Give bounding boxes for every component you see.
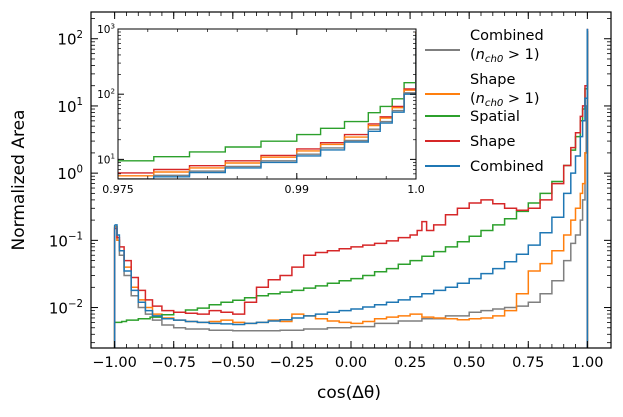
x-tick-label: −1.00 xyxy=(92,355,136,371)
x-tick-label: 0.50 xyxy=(453,355,485,371)
inset-x-tick-label: 0.975 xyxy=(102,183,134,196)
inset-plot: 0.975 0.99 1.0 101 102 103 xyxy=(97,21,425,196)
x-tick-label: −0.50 xyxy=(211,355,255,371)
y-tick-label: 10−2 xyxy=(49,299,83,318)
inset-x-tick-label: 1.0 xyxy=(407,183,425,196)
inset-series-line-4 xyxy=(153,33,416,179)
x-tick-label: −0.75 xyxy=(152,355,196,371)
inset-y-tick-label: 103 xyxy=(97,21,115,36)
inset-y-tick-label: 102 xyxy=(97,86,115,101)
series-line-2 xyxy=(114,31,589,324)
y-tick-label: 102 xyxy=(57,30,83,49)
inset-series-line-3 xyxy=(118,33,416,179)
inset-y-tick-label: 101 xyxy=(97,152,115,167)
x-tick-label: 0.25 xyxy=(394,355,426,371)
y-tick-label: 100 xyxy=(57,164,83,183)
main-curves xyxy=(113,28,589,348)
legend-label: Combined xyxy=(470,159,544,175)
y-tick-label: 101 xyxy=(57,97,83,116)
x-tick-label: 0.75 xyxy=(512,355,544,371)
series-line-3 xyxy=(114,28,589,315)
legend-label: Spatial xyxy=(470,109,520,125)
inset-series-line-2 xyxy=(118,32,416,177)
series-line-4 xyxy=(114,28,589,326)
legend-label: Shape xyxy=(470,134,515,150)
legend-label-qualifier: (nch0 > 1) xyxy=(470,47,540,65)
inset-x-tick-label: 0.99 xyxy=(285,183,310,196)
y-tick-label: 10−1 xyxy=(49,232,83,251)
inset-series-line-1 xyxy=(118,32,416,174)
main-plot: −1.00 −0.75 −0.50 −0.25 0.00 0.25 0.50 0.75 1.00… xyxy=(49,11,612,371)
inset-series-line-0 xyxy=(118,32,416,162)
legend: Combined(nch0 > 1)Shape(nch0 > 1)Spatial… xyxy=(425,28,544,175)
inset-curves xyxy=(118,32,416,179)
inset-background xyxy=(118,29,416,179)
legend-label-qualifier: (nch0 > 1) xyxy=(470,91,540,109)
series-line-0 xyxy=(114,33,589,332)
legend-label: Shape xyxy=(470,72,515,88)
x-tick-label: 0.00 xyxy=(335,355,367,371)
x-tick-label: −0.25 xyxy=(270,355,314,371)
x-axis-label: cos(Δθ) xyxy=(317,383,381,403)
legend-label: Combined xyxy=(470,28,544,44)
x-tick-label: 1.00 xyxy=(571,355,603,371)
y-axis-label: Normalized Area xyxy=(9,110,29,251)
